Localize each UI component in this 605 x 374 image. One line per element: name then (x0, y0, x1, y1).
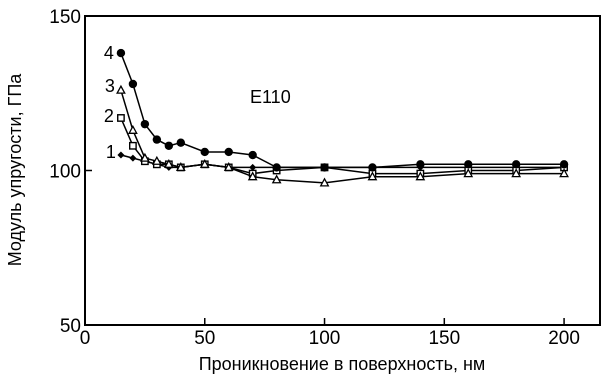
data-point (151, 155, 162, 165)
y-tick-label: 150 (49, 7, 81, 28)
data-point (175, 162, 186, 172)
data-point (249, 163, 257, 171)
x-tick-label: 200 (548, 328, 580, 349)
data-point (464, 160, 473, 169)
x-tick-label: 0 (80, 328, 91, 349)
data-point (368, 163, 377, 172)
series-line (120, 117, 565, 175)
series-line (120, 52, 565, 169)
series-3: 3 (105, 76, 569, 187)
data-point (129, 154, 137, 162)
data-point (271, 174, 282, 184)
data-point (559, 160, 569, 169)
data-point (128, 124, 138, 134)
data-point (117, 114, 125, 122)
data-point (511, 160, 521, 169)
series-line (120, 89, 565, 184)
y-tick-label: 100 (49, 162, 81, 183)
data-point (176, 138, 186, 147)
data-point (248, 150, 257, 160)
x-tick-label: 150 (428, 328, 460, 349)
series-label: 1 (106, 142, 116, 162)
data-point (199, 158, 210, 168)
data-point (559, 168, 569, 178)
data-point (223, 162, 234, 172)
data-point (247, 171, 258, 181)
series-4: 4 (104, 43, 569, 172)
data-point (224, 147, 233, 157)
data-point (415, 171, 426, 181)
data-point (152, 135, 162, 144)
x-tick-label: 50 (194, 328, 215, 349)
data-point (164, 141, 174, 150)
data-point (463, 168, 474, 178)
data-point (129, 141, 137, 150)
y-axis-label: Модуль упругости, ГПа (5, 73, 25, 267)
data-point (320, 163, 329, 172)
series-label: 3 (105, 76, 115, 96)
data-point (140, 119, 150, 129)
x-tick-label: 100 (309, 328, 341, 349)
data-point (367, 171, 378, 181)
data-point (511, 168, 522, 178)
data-point (163, 158, 174, 168)
data-point (139, 152, 150, 162)
data-point (319, 177, 330, 187)
x-axis-label: Проникновение в поверхность, нм (199, 354, 486, 374)
data-point (116, 48, 126, 58)
series-label: 2 (104, 106, 114, 126)
data-point (116, 84, 126, 94)
series-label: 4 (104, 43, 114, 63)
data-point (117, 151, 125, 159)
chart-annotation: E110 (250, 87, 291, 107)
data-point (200, 147, 209, 157)
y-tick-label: 50 (60, 316, 81, 337)
data-point (416, 160, 425, 169)
data-point (128, 79, 138, 89)
series-line (120, 154, 565, 169)
series-layer: 1 2 3 4 (104, 43, 569, 187)
data-point (272, 163, 281, 172)
